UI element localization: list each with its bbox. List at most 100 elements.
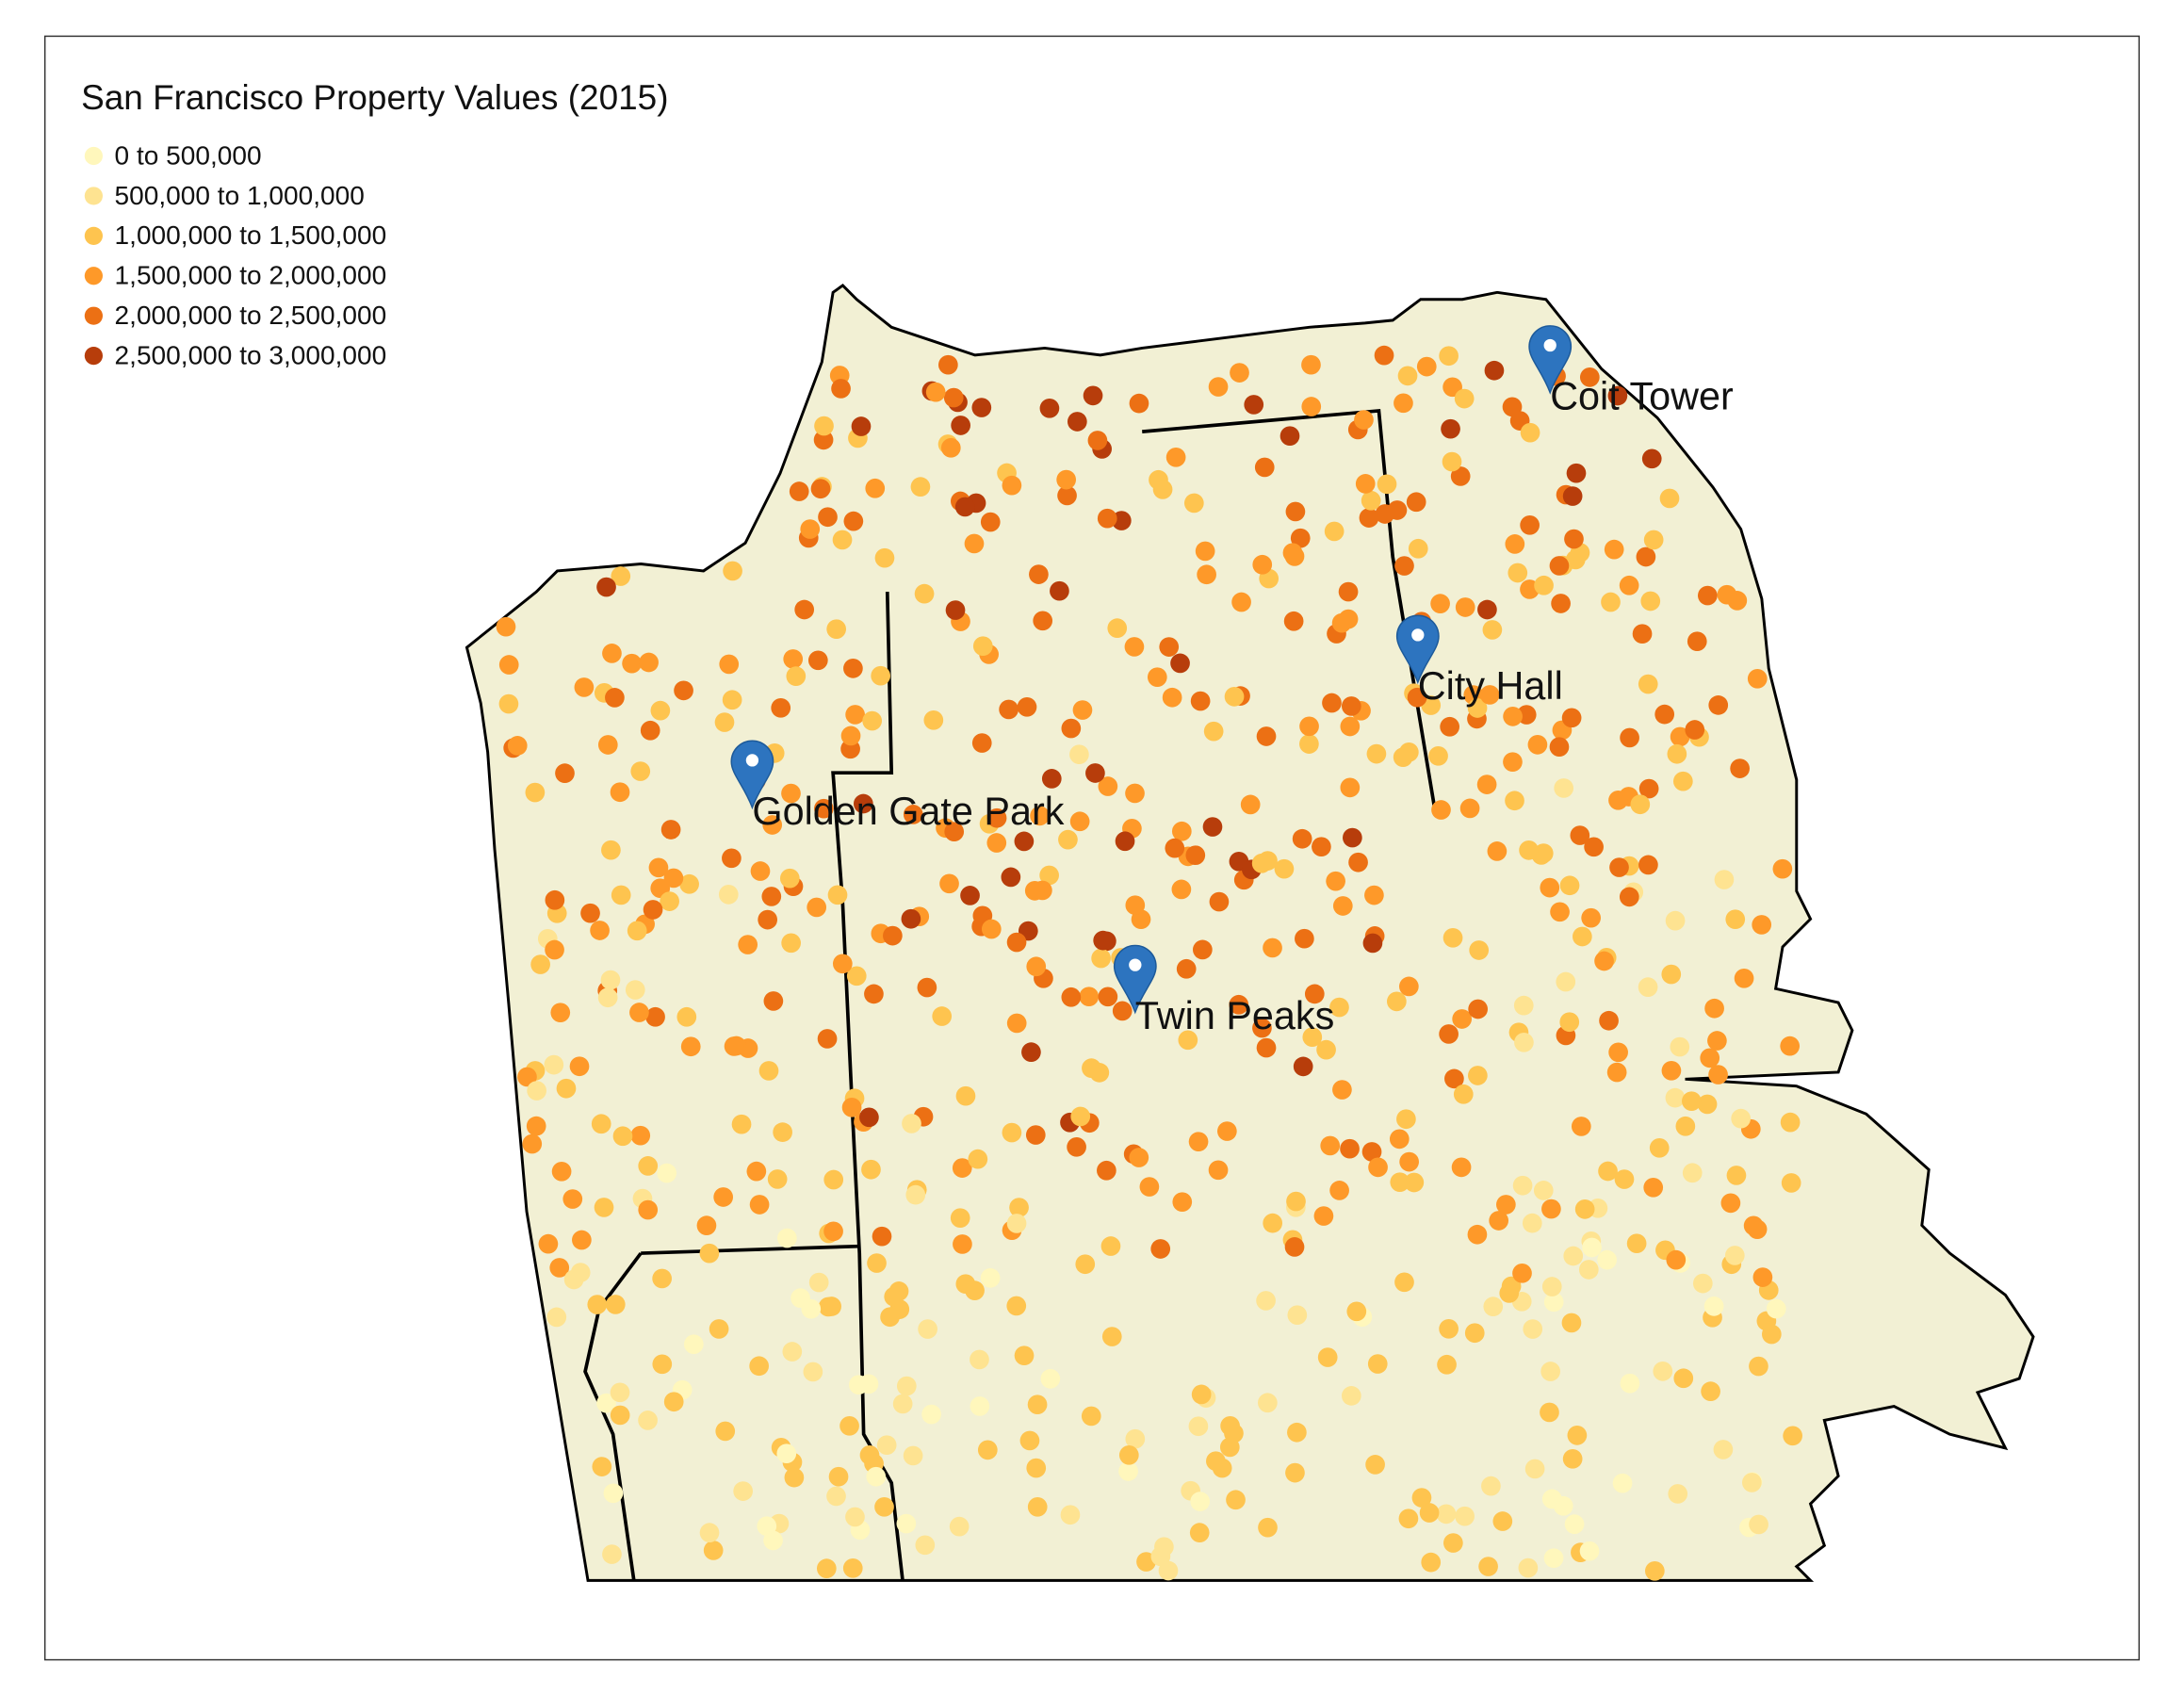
property-dot bbox=[718, 885, 739, 905]
property-dot bbox=[1162, 687, 1182, 708]
property-dot bbox=[1659, 488, 1680, 509]
property-dot bbox=[776, 1443, 797, 1464]
property-dot bbox=[1687, 631, 1707, 652]
property-dot bbox=[1284, 1237, 1305, 1257]
landmark-label: Golden Gate Park bbox=[752, 790, 1064, 833]
property-dot bbox=[1543, 1292, 1564, 1313]
property-dot bbox=[866, 1466, 887, 1487]
property-dot bbox=[602, 1544, 622, 1564]
property-dot bbox=[1533, 1181, 1554, 1200]
property-dot bbox=[1061, 718, 1082, 739]
property-dot bbox=[1772, 858, 1793, 879]
property-dot bbox=[781, 783, 801, 804]
property-dot bbox=[1208, 1160, 1229, 1181]
property-dot bbox=[1612, 1473, 1633, 1493]
property-dot bbox=[1441, 418, 1460, 439]
property-dot bbox=[699, 1243, 720, 1264]
property-dot bbox=[610, 782, 630, 803]
property-dot bbox=[846, 966, 867, 987]
property-dot bbox=[1408, 538, 1428, 559]
property-dot bbox=[1584, 837, 1604, 857]
property-dot bbox=[1396, 1109, 1416, 1130]
property-dot bbox=[980, 1268, 1001, 1288]
property-dot bbox=[1244, 395, 1264, 415]
property-dot bbox=[498, 655, 519, 675]
property-dot bbox=[1707, 1031, 1727, 1051]
property-dot bbox=[1374, 345, 1394, 366]
property-dot bbox=[1665, 910, 1686, 931]
property-dot bbox=[803, 1362, 823, 1382]
property-dot bbox=[1274, 858, 1295, 879]
property-dot bbox=[1682, 1163, 1703, 1183]
property-dot bbox=[880, 1307, 900, 1328]
property-dot bbox=[1312, 837, 1331, 857]
property-dot bbox=[817, 1029, 838, 1049]
property-dot bbox=[660, 820, 681, 840]
property-dot bbox=[1501, 1276, 1522, 1296]
property-dot bbox=[1256, 1291, 1276, 1311]
property-dot bbox=[650, 700, 671, 721]
property-dot bbox=[1597, 1249, 1617, 1270]
property-dot bbox=[1561, 1313, 1582, 1333]
property-dot bbox=[1406, 492, 1426, 513]
boundary bbox=[641, 1244, 860, 1255]
property-dot bbox=[1118, 1461, 1138, 1481]
property-dot bbox=[1006, 932, 1027, 953]
property-dot bbox=[910, 477, 931, 497]
property-dot bbox=[1061, 987, 1082, 1007]
property-dot bbox=[980, 512, 1001, 532]
property-dot bbox=[925, 382, 946, 402]
legend-label: 2,000,000 to 2,500,000 bbox=[115, 301, 387, 330]
property-dot bbox=[594, 1198, 614, 1217]
property-dot bbox=[1643, 530, 1664, 550]
property-dot bbox=[1505, 791, 1524, 811]
landmark-pin bbox=[1113, 944, 1157, 1015]
property-dot bbox=[1670, 726, 1690, 747]
property-dot bbox=[1317, 1347, 1338, 1367]
property-dot bbox=[1562, 1448, 1583, 1469]
property-dot bbox=[762, 815, 783, 835]
legend-swatch bbox=[84, 267, 103, 285]
property-dot bbox=[1454, 388, 1475, 409]
property-dot bbox=[596, 1393, 616, 1413]
property-dot bbox=[1653, 1362, 1673, 1381]
property-dot bbox=[1178, 1030, 1198, 1051]
property-dot bbox=[1527, 735, 1548, 755]
property-dot bbox=[498, 693, 519, 714]
property-dot bbox=[1069, 811, 1090, 832]
property-dot bbox=[1620, 1373, 1640, 1394]
property-dot bbox=[981, 919, 1002, 939]
property-dot bbox=[1026, 956, 1047, 977]
property-dot bbox=[1730, 758, 1750, 778]
property-dot bbox=[1478, 1557, 1498, 1576]
property-dot bbox=[1230, 363, 1249, 383]
property-dot bbox=[1304, 984, 1325, 1004]
landmark-label: Twin Peaks bbox=[1135, 994, 1334, 1037]
property-dot bbox=[1025, 1125, 1046, 1145]
property-dot bbox=[1285, 1462, 1305, 1483]
property-dot bbox=[1464, 1323, 1485, 1344]
property-dot bbox=[841, 1097, 862, 1117]
property-dot bbox=[1192, 939, 1213, 960]
property-dot bbox=[1287, 1305, 1308, 1326]
property-dot bbox=[826, 1486, 846, 1507]
property-dot bbox=[1067, 412, 1087, 432]
property-dot bbox=[1190, 1492, 1211, 1511]
property-dot bbox=[1224, 1423, 1244, 1443]
property-dot bbox=[1437, 1354, 1457, 1375]
property-dot bbox=[773, 1122, 792, 1142]
property-dot bbox=[1574, 1199, 1595, 1219]
property-dot bbox=[1006, 1296, 1027, 1316]
property-dot bbox=[1455, 597, 1475, 617]
property-dot bbox=[696, 1215, 717, 1235]
property-dot bbox=[921, 1404, 941, 1425]
property-dot bbox=[1286, 1191, 1306, 1212]
property-dot bbox=[602, 644, 622, 663]
property-dot bbox=[1041, 769, 1062, 789]
property-dot bbox=[1566, 463, 1587, 483]
property-dot bbox=[944, 822, 965, 842]
property-dot bbox=[1185, 845, 1206, 866]
property-dot bbox=[592, 1457, 612, 1476]
property-dot bbox=[1713, 1440, 1734, 1460]
property-dot bbox=[1170, 653, 1190, 674]
